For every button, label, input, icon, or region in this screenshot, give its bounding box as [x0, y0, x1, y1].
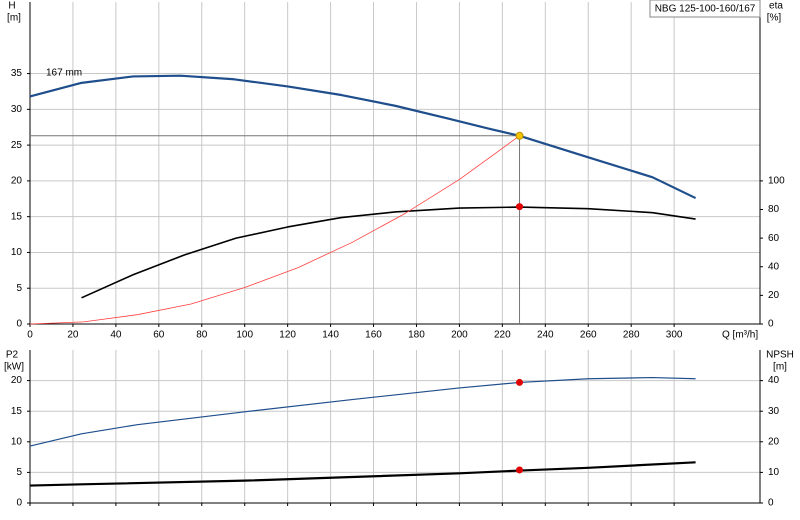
duty-point	[516, 203, 524, 211]
y-tick-label: 5	[16, 467, 22, 478]
y-tick-label: 0	[16, 498, 22, 509]
y-tick-label: 25	[11, 140, 23, 151]
y2-tick-label: 0	[768, 319, 774, 330]
x-tick-label: 20	[67, 330, 79, 341]
x-tick-label: 260	[580, 330, 597, 341]
x-label: Q [m³/h]	[722, 330, 758, 341]
model-label: NBG 125-100-160/167	[655, 4, 756, 15]
x-tick-label: 160	[365, 330, 382, 341]
x-tick-label: 140	[322, 330, 339, 341]
y2-label: eta	[769, 1, 783, 12]
y-unit: [m]	[7, 13, 21, 24]
y-tick-label: 30	[11, 104, 23, 115]
x-tick-label: 120	[279, 330, 296, 341]
y2-label: NPSH	[766, 350, 794, 361]
y2-tick-label: 40	[768, 375, 780, 386]
y-tick-label: 20	[11, 176, 23, 187]
x-tick-label: 80	[196, 330, 208, 341]
y-label: P2	[6, 350, 19, 361]
x-tick-label: 100	[236, 330, 253, 341]
curve	[81, 206, 696, 299]
y2-unit: [%]	[767, 13, 782, 24]
x-tick-label: 280	[623, 330, 640, 341]
curve	[29, 135, 520, 325]
y2-tick-label: 10	[768, 467, 780, 478]
y-label: H	[8, 1, 15, 12]
y2-unit: [m]	[773, 362, 787, 373]
y-tick-label: 20	[11, 375, 23, 386]
curve	[29, 461, 696, 487]
y2-tick-label: 80	[768, 204, 780, 215]
x-tick-label: 220	[494, 330, 511, 341]
y2-tick-label: 20	[768, 290, 780, 301]
y2-tick-label: 0	[768, 498, 774, 509]
x-tick-label: 240	[537, 330, 554, 341]
y2-tick-label: 20	[768, 436, 780, 447]
y2-tick-label: 30	[768, 406, 780, 417]
y-tick-label: 35	[11, 68, 23, 79]
y-tick-label: 10	[11, 247, 23, 258]
curve	[29, 376, 696, 447]
duty-point	[516, 466, 524, 474]
duty-point	[515, 131, 524, 140]
y-tick-label: 0	[16, 319, 22, 330]
x-tick-label: 0	[27, 330, 33, 341]
y-unit: [kW]	[4, 362, 24, 373]
y2-tick-label: 40	[768, 261, 780, 272]
duty-point	[516, 378, 524, 386]
model-box	[649, 0, 761, 18]
y-tick-label: 5	[16, 283, 22, 294]
y2-tick-label: 100	[768, 176, 785, 187]
annotation: 167 mm	[46, 68, 82, 79]
x-tick-label: 300	[666, 330, 683, 341]
x-tick-label: 180	[408, 330, 425, 341]
x-tick-label: 40	[110, 330, 122, 341]
y2-tick-label: 60	[768, 233, 780, 244]
curve	[29, 74, 697, 200]
y-tick-label: 15	[11, 211, 23, 222]
x-tick-label: 200	[451, 330, 468, 341]
x-tick-label: 60	[153, 330, 165, 341]
y-tick-label: 10	[11, 436, 23, 447]
y-tick-label: 15	[11, 406, 23, 417]
